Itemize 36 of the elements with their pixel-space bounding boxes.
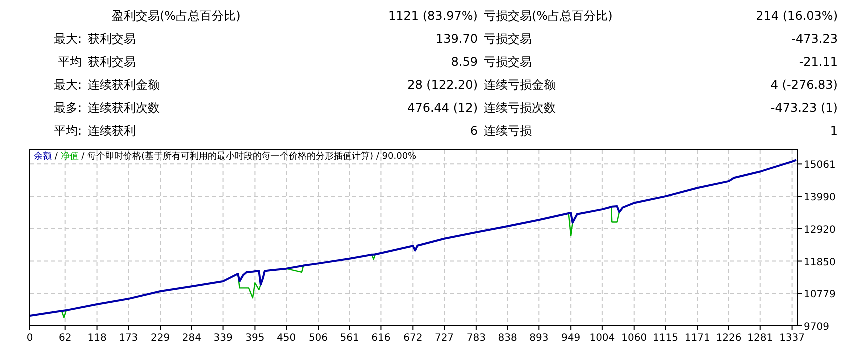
x-tick-label: 1115 <box>652 333 678 344</box>
x-tick-label: 838 <box>498 333 518 344</box>
x-tick-label: 62 <box>58 333 72 344</box>
x-tick-label: 450 <box>277 333 296 344</box>
text: 余额 <box>34 151 52 162</box>
x-tick-label: 672 <box>404 333 423 344</box>
x-tick-label: 616 <box>372 333 391 344</box>
x-tick-label: 949 <box>562 333 581 344</box>
x-tick-label: 1004 <box>590 333 616 344</box>
y-tick-label: 13990 <box>804 192 836 204</box>
y-tick-label: 12920 <box>804 224 836 236</box>
x-tick-label: 284 <box>182 333 202 344</box>
y-tick-label: 9709 <box>804 322 830 333</box>
x-tick-label: 1337 <box>780 333 806 344</box>
text: 净值 <box>60 151 79 162</box>
x-tick-label: 893 <box>530 333 549 344</box>
x-tick-label: 395 <box>246 333 265 344</box>
x-tick-label: 339 <box>214 333 233 344</box>
y-tick-label: 11850 <box>804 257 836 268</box>
x-tick-label: 1281 <box>748 333 774 344</box>
x-tick-label: 783 <box>466 333 486 344</box>
x-tick-label: 1226 <box>716 333 742 344</box>
x-tick-label: 1171 <box>684 333 710 344</box>
x-tick-label: 561 <box>340 333 360 344</box>
y-tick-label: 10779 <box>804 290 836 301</box>
x-tick-label: 118 <box>88 333 107 344</box>
annotation: / <box>52 152 61 162</box>
x-tick-label: 1060 <box>622 333 648 344</box>
x-tick-label: 229 <box>151 333 170 344</box>
x-tick-label: 506 <box>308 333 328 344</box>
x-tick-label: 173 <box>119 333 138 344</box>
x-tick-label: 0 <box>26 333 34 344</box>
x-tick-label: 727 <box>434 333 454 344</box>
y-tick-label: 15061 <box>804 160 836 172</box>
stats: 盈利交易(%占总百分比) 1121 (83.97%) 亏损交易(%占总百分比) 214 (16.03%) 最大: 获利交易 139.70 亏损交易 -473.23 平均 获利交易 8.59 亏损交易 -21.11 最大: 连续获利金额 28 (122.20) 连续亏损金额 4 (-276.83) 最多: 连续获利次数 476.44 (12) 连续亏损次数 -473.23 (1) 平均: 连续获利 6 连续亏损 1 <box>54 9 838 138</box>
chart-title: / 每个即时价格(基于所有可利用的最小时段的每一个价格的分形插值计算) / 90.00% <box>78 151 418 162</box>
